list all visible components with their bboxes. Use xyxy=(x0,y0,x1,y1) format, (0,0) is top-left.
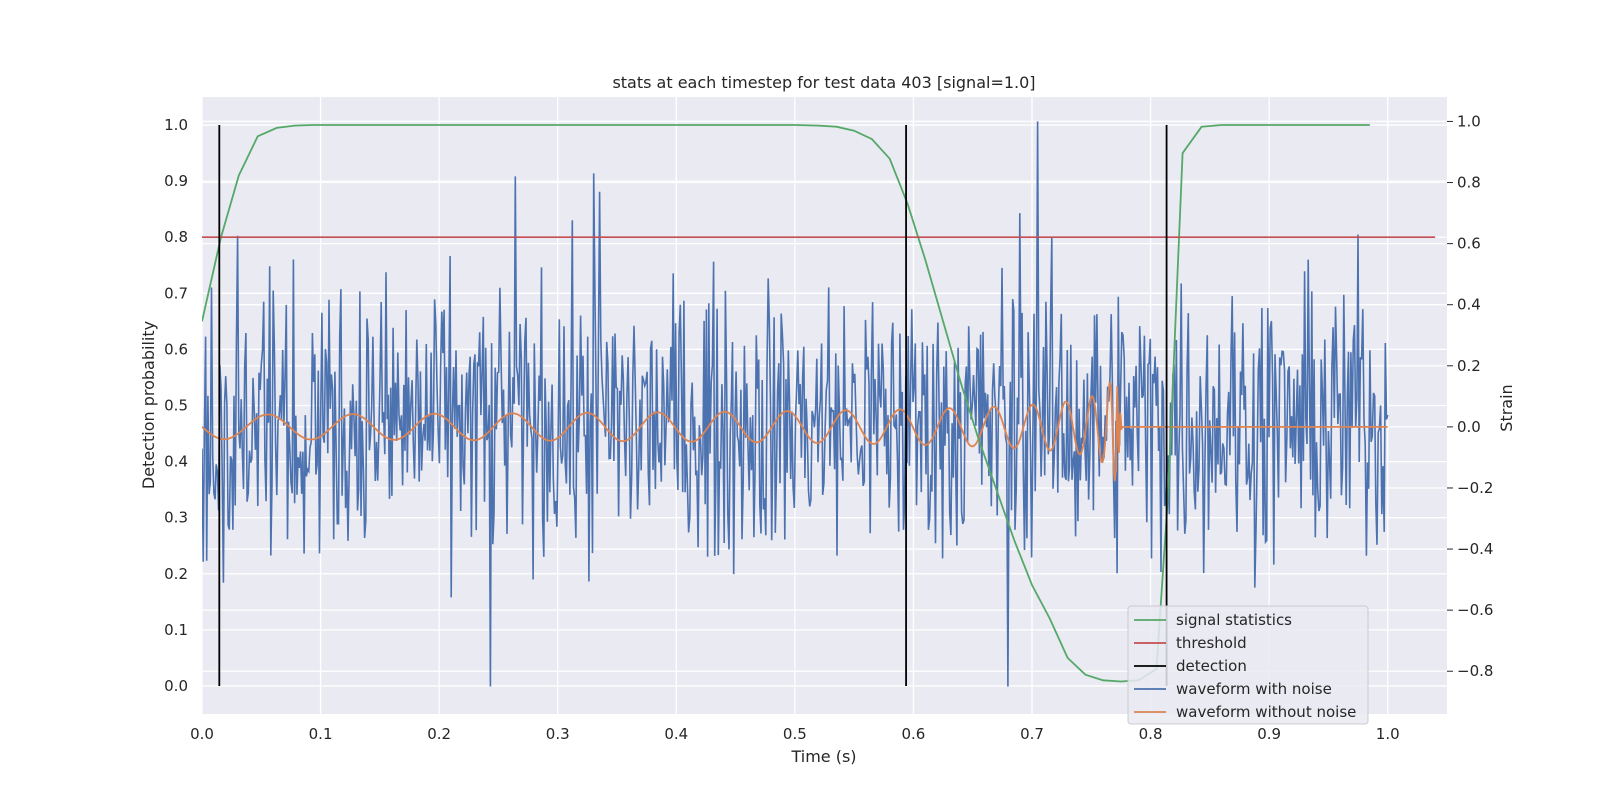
legend-label: detection xyxy=(1176,657,1247,675)
x-tick-label: 0.6 xyxy=(901,725,925,743)
x-tick-label: 0.1 xyxy=(309,725,333,743)
chart-title: stats at each timestep for test data 403… xyxy=(612,73,1035,92)
y-tick-label: 0.7 xyxy=(164,284,188,302)
x-axis-label: Time (s) xyxy=(790,747,856,766)
y2-axis-label: Strain xyxy=(1497,384,1516,431)
series-line-signal-statistics xyxy=(202,124,1370,683)
y-axis-label: Detection probability xyxy=(139,321,158,489)
ticks: 0.0 0.1 0.2 0.3 0.4 0.5 0.6 0.7 0.8 0.9 1.0 0.0 0.1 0… xyxy=(164,112,1493,743)
y2-tick-label: 0.4 xyxy=(1457,296,1481,314)
y2-tick-label: −0.4 xyxy=(1457,540,1493,558)
x-tick-label: 0.5 xyxy=(783,725,807,743)
legend: signal statistics threshold detection wavef… xyxy=(1127,605,1369,725)
y2-tick-label: 0.8 xyxy=(1457,174,1481,192)
x-tick-label: 0.0 xyxy=(190,725,214,743)
y2-tick-label: 1.0 xyxy=(1457,112,1481,130)
x-tick-label: 0.7 xyxy=(1020,725,1044,743)
y2-tick-label: 0.6 xyxy=(1457,235,1481,253)
x-tick-label: 1.0 xyxy=(1376,725,1400,743)
y2-tick-label: −0.6 xyxy=(1457,601,1493,619)
y-tick-label: 0.0 xyxy=(164,677,188,695)
x-tick-label: 0.4 xyxy=(664,725,688,743)
y-tick-label: 0.9 xyxy=(164,172,188,190)
y-tick-label: 0.2 xyxy=(164,565,188,583)
series-line-waveform-with-noise xyxy=(202,121,1389,687)
y-tick-label: 0.1 xyxy=(164,621,188,639)
x-tick-label: 0.9 xyxy=(1257,725,1281,743)
y-tick-label: 0.3 xyxy=(164,509,188,527)
y-tick-label: 0.5 xyxy=(164,397,188,415)
legend-label: threshold xyxy=(1176,634,1247,652)
legend-box xyxy=(1127,605,1369,725)
y-tick-label: 0.4 xyxy=(164,453,188,471)
y2-tick-label: 0.2 xyxy=(1457,357,1481,375)
legend-label: waveform without noise xyxy=(1176,703,1356,721)
x-tick-label: 0.8 xyxy=(1139,725,1163,743)
y2-tick-label: −0.8 xyxy=(1457,662,1493,680)
y-tick-label: 1.0 xyxy=(164,116,188,134)
y2-tick-label: 0.0 xyxy=(1457,418,1481,436)
x-tick-label: 0.2 xyxy=(427,725,451,743)
y2-tick-label: −0.2 xyxy=(1457,479,1493,497)
x-tick-label: 0.3 xyxy=(546,725,570,743)
series-line-waveform-without-noise xyxy=(202,380,1388,482)
legend-label: waveform with noise xyxy=(1176,680,1332,698)
series-layer xyxy=(202,121,1436,687)
y-tick-label: 0.6 xyxy=(164,340,188,358)
legend-label: signal statistics xyxy=(1176,611,1292,629)
y-tick-label: 0.8 xyxy=(164,228,188,246)
